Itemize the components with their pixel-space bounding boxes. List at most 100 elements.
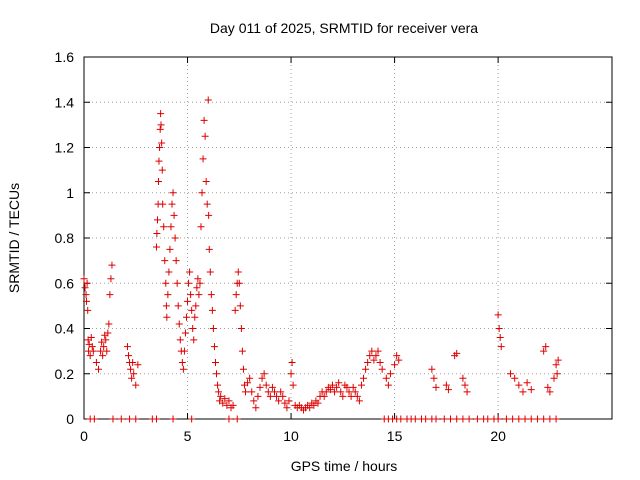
- data-point: [100, 343, 108, 351]
- data-point: [169, 415, 177, 423]
- data-point: [248, 388, 256, 396]
- data-point: [546, 388, 554, 396]
- data-point: [246, 374, 254, 382]
- x-tick-label: 15: [387, 428, 403, 444]
- data-point: [109, 415, 117, 423]
- data-point: [347, 392, 355, 400]
- data-point: [459, 374, 467, 382]
- data-point: [80, 275, 88, 283]
- data-point: [310, 401, 318, 409]
- data-point: [97, 347, 105, 355]
- data-point: [225, 397, 233, 405]
- data-point: [170, 211, 178, 219]
- data-point: [411, 415, 419, 423]
- data-point: [242, 388, 250, 396]
- data-point: [250, 397, 258, 405]
- data-point: [511, 374, 519, 382]
- data-point: [155, 177, 163, 185]
- data-point: [533, 415, 541, 423]
- data-point: [446, 415, 454, 423]
- x-tick-label: 0: [80, 428, 88, 444]
- data-point: [102, 336, 110, 344]
- data-point: [521, 415, 529, 423]
- data-point: [279, 392, 287, 400]
- data-point: [281, 399, 289, 407]
- data-point: [544, 383, 552, 391]
- data-point: [191, 313, 199, 321]
- data-point: [229, 401, 237, 409]
- data-point: [130, 370, 138, 378]
- data-point: [104, 329, 112, 337]
- data-point: [107, 275, 115, 283]
- data-point: [527, 386, 535, 394]
- data-point: [376, 358, 384, 366]
- data-point: [552, 415, 560, 423]
- data-point: [92, 358, 100, 366]
- data-point: [86, 352, 94, 360]
- data-point: [201, 132, 209, 140]
- data-point: [233, 415, 241, 423]
- data-point: [211, 358, 219, 366]
- data-point: [378, 365, 386, 373]
- data-point: [497, 343, 505, 351]
- data-point: [554, 356, 562, 364]
- data-point: [339, 392, 347, 400]
- data-point: [540, 347, 548, 355]
- data-point: [374, 347, 382, 355]
- data-point: [195, 291, 203, 299]
- data-point: [213, 370, 221, 378]
- data-point: [432, 415, 440, 423]
- data-point: [187, 291, 195, 299]
- data-point: [495, 325, 503, 332]
- data-point: [515, 415, 523, 423]
- x-axis-label: GPS time / hours: [291, 458, 398, 474]
- data-point: [353, 392, 361, 400]
- x-tick-label: 5: [184, 428, 192, 444]
- data-point: [237, 325, 245, 332]
- data-point: [496, 334, 504, 342]
- data-point: [219, 399, 227, 407]
- data-point: [83, 279, 91, 287]
- data-point: [99, 352, 107, 360]
- data-point: [384, 381, 392, 389]
- data-point: [108, 261, 116, 269]
- data-point: [180, 347, 188, 355]
- data-point: [343, 383, 351, 391]
- data-point: [81, 284, 89, 292]
- data-point: [173, 279, 181, 287]
- data-point: [188, 415, 196, 423]
- data-point: [552, 361, 560, 369]
- y-axis-label: SRMTID / TECUs: [6, 183, 22, 293]
- data-point: [196, 279, 204, 287]
- data-point: [129, 358, 137, 366]
- data-point: [94, 365, 102, 373]
- data-point: [459, 415, 467, 423]
- data-point: [82, 297, 90, 305]
- data-point: [391, 361, 399, 369]
- data-point: [484, 415, 492, 423]
- data-point: [283, 404, 291, 412]
- data-point: [84, 306, 92, 314]
- data-point: [289, 381, 297, 389]
- data-point: [440, 415, 448, 423]
- data-point: [395, 356, 403, 364]
- data-point: [260, 370, 268, 378]
- data-point: [163, 313, 171, 321]
- data-point: [235, 279, 243, 287]
- y-tick-label: 0: [66, 411, 74, 427]
- data-point: [161, 257, 169, 265]
- data-point: [370, 356, 378, 364]
- data-point: [206, 268, 214, 276]
- data-point: [360, 374, 368, 382]
- data-point: [285, 397, 293, 405]
- data-point: [331, 388, 339, 396]
- data-point: [256, 383, 264, 391]
- data-point: [162, 302, 170, 310]
- data-point: [169, 189, 177, 197]
- data-point: [502, 415, 510, 423]
- data-point: [168, 200, 176, 208]
- data-point: [159, 200, 167, 208]
- y-tick-label: 1: [66, 185, 74, 201]
- data-point: [428, 365, 436, 373]
- data-point: [239, 365, 247, 373]
